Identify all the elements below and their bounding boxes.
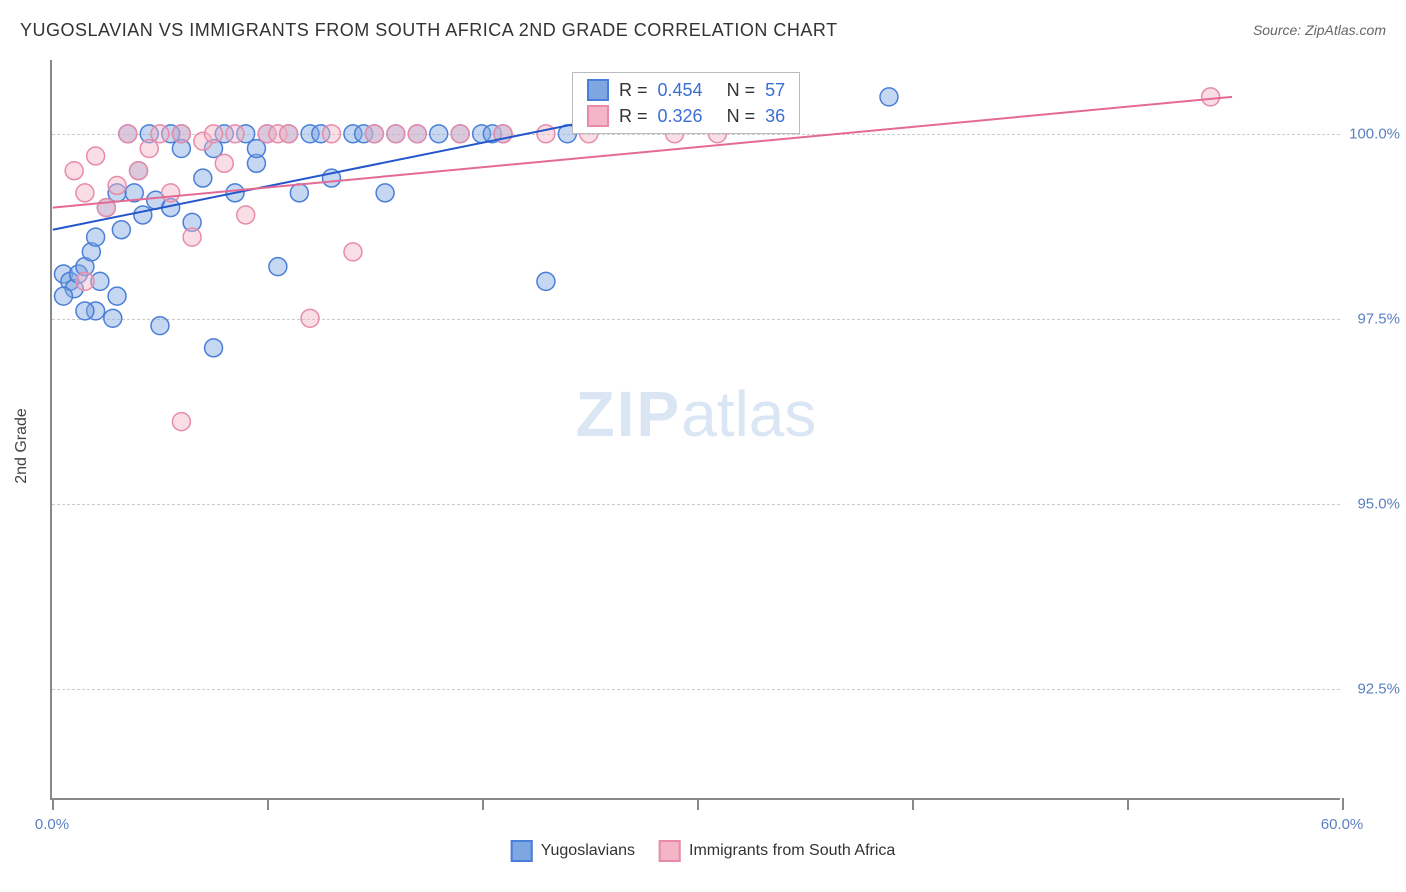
data-point xyxy=(880,88,898,106)
x-tick xyxy=(1342,798,1344,810)
x-tick-label: 60.0% xyxy=(1321,816,1364,833)
stat-row: R = 0.454 N = 57 xyxy=(587,79,785,101)
plot-area: ZIPatlas R = 0.454 N = 57 R = 0.326 N = … xyxy=(50,60,1340,800)
data-point xyxy=(194,169,212,187)
data-point xyxy=(87,228,105,246)
x-tick xyxy=(697,798,699,810)
scatter-svg xyxy=(52,60,1340,798)
x-tick xyxy=(482,798,484,810)
y-tick-label: 100.0% xyxy=(1345,126,1400,143)
stat-r-value: 0.454 xyxy=(658,80,703,101)
data-point xyxy=(151,317,169,335)
data-point xyxy=(119,125,137,143)
data-point xyxy=(108,176,126,194)
y-tick-label: 92.5% xyxy=(1345,681,1400,698)
data-point xyxy=(344,243,362,261)
data-point xyxy=(108,287,126,305)
data-point xyxy=(134,206,152,224)
stat-swatch-icon xyxy=(587,105,609,127)
data-point xyxy=(76,184,94,202)
data-point xyxy=(1202,88,1220,106)
data-point xyxy=(430,125,448,143)
data-point xyxy=(451,125,469,143)
legend-item-series2: Immigrants from South Africa xyxy=(659,840,895,862)
data-point xyxy=(87,147,105,165)
data-point xyxy=(237,206,255,224)
legend-label: Yugoslavians xyxy=(541,842,635,860)
data-point xyxy=(104,309,122,327)
x-tick-label: 0.0% xyxy=(35,816,69,833)
data-point xyxy=(290,184,308,202)
chart-title: YUGOSLAVIAN VS IMMIGRANTS FROM SOUTH AFR… xyxy=(20,20,838,41)
x-tick xyxy=(1127,798,1129,810)
x-tick xyxy=(52,798,54,810)
data-point xyxy=(151,125,169,143)
data-point xyxy=(76,272,94,290)
data-point xyxy=(269,258,287,276)
stat-swatch-icon xyxy=(587,79,609,101)
stat-r-label: R = xyxy=(619,106,648,127)
stat-n-label: N = xyxy=(727,106,756,127)
data-point xyxy=(376,184,394,202)
data-point xyxy=(205,339,223,357)
legend-label: Immigrants from South Africa xyxy=(689,842,895,860)
stat-n-value: 57 xyxy=(765,80,785,101)
legend: Yugoslavians Immigrants from South Afric… xyxy=(511,840,896,862)
y-axis-label: 2nd Grade xyxy=(13,408,31,484)
data-point xyxy=(537,272,555,290)
data-point xyxy=(172,413,190,431)
legend-swatch-icon xyxy=(511,840,533,862)
stat-r-label: R = xyxy=(619,80,648,101)
source-attribution: Source: ZipAtlas.com xyxy=(1253,22,1386,38)
legend-swatch-icon xyxy=(659,840,681,862)
data-point xyxy=(130,162,148,180)
y-tick-label: 95.0% xyxy=(1345,496,1400,513)
data-point xyxy=(112,221,130,239)
data-point xyxy=(162,184,180,202)
data-point xyxy=(183,228,201,246)
data-point xyxy=(301,309,319,327)
data-point xyxy=(323,125,341,143)
data-point xyxy=(537,125,555,143)
data-point xyxy=(365,125,383,143)
data-point xyxy=(408,125,426,143)
correlation-stats-box: R = 0.454 N = 57 R = 0.326 N = 36 xyxy=(572,72,800,134)
data-point xyxy=(226,125,244,143)
data-point xyxy=(76,302,94,320)
stat-row: R = 0.326 N = 36 xyxy=(587,105,785,127)
stat-n-label: N = xyxy=(727,80,756,101)
data-point xyxy=(280,125,298,143)
x-tick xyxy=(267,798,269,810)
data-point xyxy=(215,154,233,172)
data-point xyxy=(387,125,405,143)
stat-n-value: 36 xyxy=(765,106,785,127)
y-tick-label: 97.5% xyxy=(1345,311,1400,328)
data-point xyxy=(65,162,83,180)
data-point xyxy=(54,287,72,305)
data-point xyxy=(205,125,223,143)
legend-item-series1: Yugoslavians xyxy=(511,840,635,862)
x-tick xyxy=(912,798,914,810)
stat-r-value: 0.326 xyxy=(658,106,703,127)
data-point xyxy=(172,125,190,143)
